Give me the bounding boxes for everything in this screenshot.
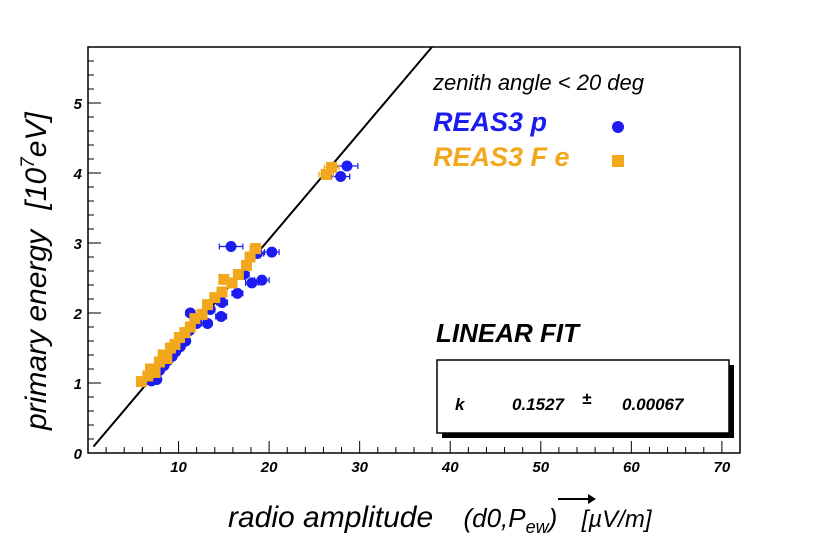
x-tick-label: 60 (623, 459, 640, 476)
fit-error: 0.00067 (622, 395, 685, 414)
data-point-e (218, 273, 230, 285)
data-point-e (169, 339, 181, 350)
data-point-e (161, 353, 173, 364)
y-tick-label: 2 (73, 306, 83, 323)
data-point-p (246, 277, 258, 289)
data-point-e (196, 308, 208, 320)
data-point-e (179, 327, 191, 339)
data-point-p (335, 171, 347, 182)
axis-tick-labels: 10 20 30 40 50 60 70 0 1 2 3 4 5 (73, 96, 731, 476)
legend-label-e: REAS3 F e (433, 142, 570, 172)
data-point-p (215, 311, 227, 322)
fit-pm: ± (582, 389, 592, 408)
data-point-e (202, 299, 214, 311)
y-tick-label: 5 (74, 96, 83, 113)
data-point-p (266, 246, 278, 258)
y-tick-label: 1 (74, 376, 82, 393)
data-point-p (231, 287, 243, 299)
fit-value: 0.1527 (512, 395, 566, 414)
data-point-p (202, 318, 214, 329)
fit-param-name: k (455, 395, 466, 414)
vector-arrow-icon (558, 494, 596, 504)
x-axis-title: radio amplitude (d0,Pew) [µV/m] (228, 501, 653, 537)
x-tick-label: 10 (170, 459, 187, 476)
data-point-e (184, 321, 196, 333)
y-tick-label: 0 (74, 446, 83, 463)
y-axis-title: primary energy [107eV] (18, 112, 53, 431)
data-point-e (326, 161, 338, 173)
y-tick-label: 3 (74, 236, 83, 253)
legend-label-p: REAS3 p (433, 107, 547, 137)
data-point-e (226, 277, 238, 289)
data-point-e (232, 269, 244, 280)
data-point-e (142, 370, 154, 382)
data-point-p (256, 274, 268, 286)
zenith-annotation: zenith angle < 20 deg (432, 70, 645, 95)
data-point-e (250, 243, 262, 255)
x-tick-label: 30 (351, 459, 368, 476)
data-point-e (135, 376, 147, 388)
data-point-e (209, 292, 221, 304)
x-tick-label: 20 (260, 459, 278, 476)
data-point-e (189, 313, 201, 325)
x-tick-label: 40 (441, 459, 459, 476)
data-point-e (240, 259, 252, 271)
data-point-e (149, 367, 161, 378)
axis-ticks (88, 46, 741, 453)
data-markers (135, 160, 353, 388)
y-tick-label: 4 (73, 166, 83, 183)
data-point-e (244, 251, 256, 263)
data-point-e (154, 356, 166, 368)
legend-marker-e (612, 155, 624, 167)
data-point-e (216, 286, 228, 298)
data-point-p (225, 241, 237, 252)
fit-box (436, 359, 730, 434)
legend-marker-p (612, 121, 624, 133)
data-point-p (341, 160, 353, 172)
data-point-e (320, 168, 332, 180)
x-tick-label: 70 (714, 459, 731, 476)
x-tick-label: 50 (532, 459, 549, 476)
fit-title: LINEAR FIT (436, 318, 581, 348)
